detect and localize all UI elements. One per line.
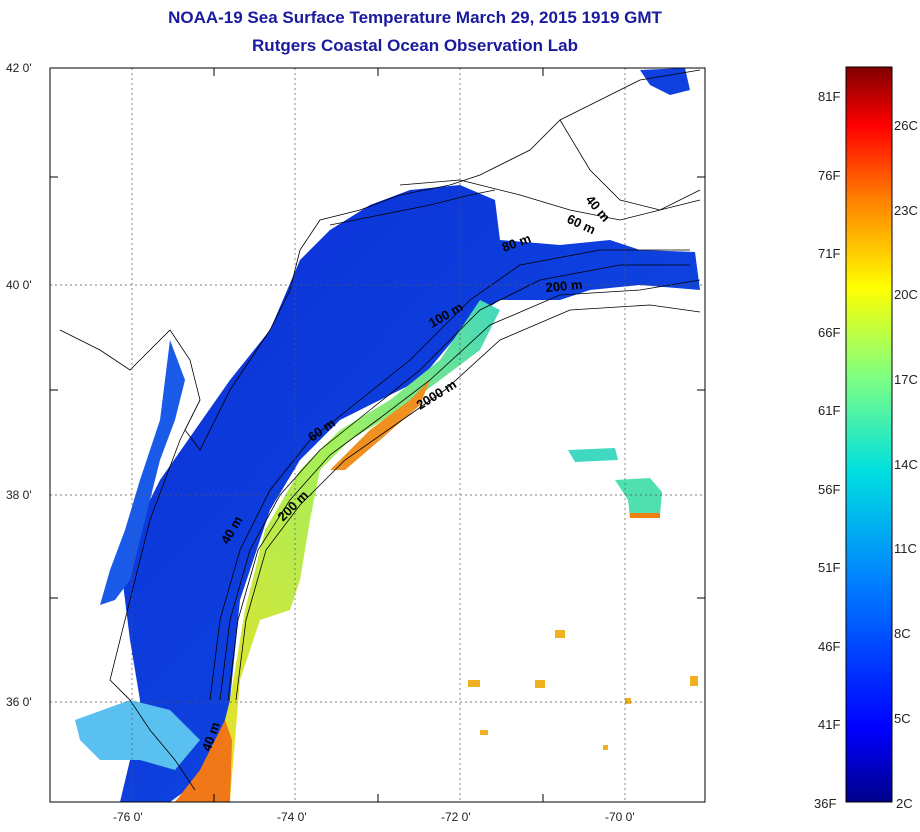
colorbar-c-label: 23C <box>894 203 918 218</box>
offshore-patch-1 <box>615 478 662 518</box>
colorbar-f-label: 46F <box>818 639 841 654</box>
colorbar-f-label: 71F <box>818 246 841 261</box>
lat-tick-label: 42 0' <box>6 61 32 75</box>
contour-label: 200 m <box>545 277 583 295</box>
shelf-water <box>120 185 700 802</box>
frame-ticks <box>50 68 705 802</box>
long-island <box>329 189 496 226</box>
colorbar <box>845 66 893 803</box>
lon-tick-label: -72 0' <box>441 810 471 824</box>
map-subtitle: Rutgers Coastal Ocean Observation Lab <box>252 36 578 55</box>
graticule <box>50 68 705 802</box>
colorbar-c-label: 8C <box>894 626 911 641</box>
colorbar-f-label: 66F <box>818 325 841 340</box>
chesapeake-bay <box>100 340 185 605</box>
colorbar-f-label: 51F <box>818 560 841 575</box>
map-area <box>50 68 705 802</box>
gulf-of-maine-patch <box>640 68 690 95</box>
offshore-patch-2 <box>568 448 618 462</box>
map-title: NOAA-19 Sea Surface Temperature March 29… <box>168 8 662 27</box>
colorbar-c-label: 5C <box>894 711 911 726</box>
colorbar-c-label: 14C <box>894 457 918 472</box>
colorbar-c-label: 20C <box>894 287 918 302</box>
colorbar-f-label: 41F <box>818 717 841 732</box>
colorbar-f-label: 56F <box>818 482 841 497</box>
lon-tick-label: -76 0' <box>113 810 143 824</box>
colorbar-f-label: 61F <box>818 403 841 418</box>
bathymetry-contours <box>209 119 701 701</box>
lat-tick-label: 38 0' <box>6 488 32 502</box>
colorbar-c-label: 17C <box>894 372 918 387</box>
colorbar-c-label: 26C <box>894 118 918 133</box>
scattered-warm-pixels <box>468 630 698 750</box>
colorbar-c-label: 2C <box>896 796 913 811</box>
offshore-warm-strip <box>630 513 660 518</box>
colorbar-f-label: 36F <box>814 796 837 811</box>
lon-tick-label: -74 0' <box>277 810 307 824</box>
lat-tick-label: 36 0' <box>6 695 32 709</box>
lon-tick-label: -70 0' <box>605 810 635 824</box>
contour-label: 60 m <box>565 211 598 237</box>
lat-tick-label: 40 0' <box>6 278 32 292</box>
colorbar-c-label: 11C <box>894 541 917 556</box>
gulf-stream-edge <box>330 380 430 470</box>
hatteras-warm <box>175 720 232 802</box>
colorbar-f-label: 76F <box>818 168 841 183</box>
colorbar-f-label: 81F <box>818 89 841 104</box>
delmarva-coast <box>109 399 201 791</box>
